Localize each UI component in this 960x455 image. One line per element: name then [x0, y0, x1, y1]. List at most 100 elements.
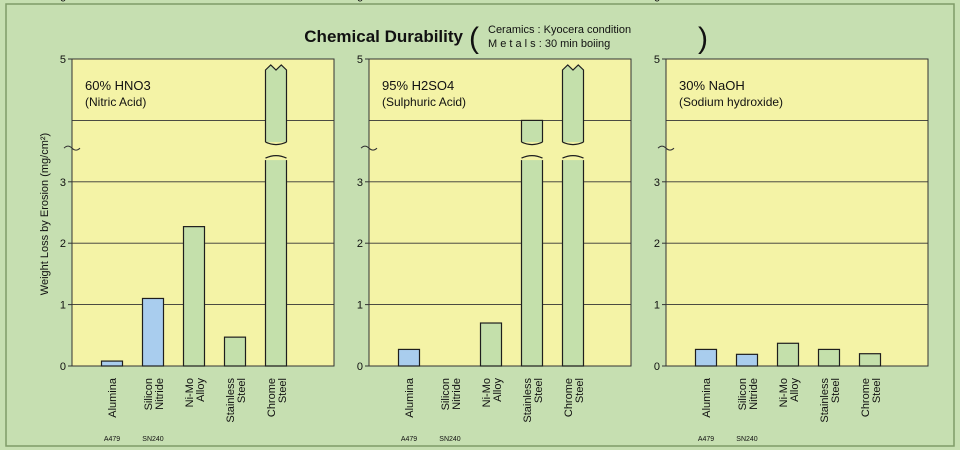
- category-label-line: Steel: [871, 378, 883, 403]
- y-tick-label: 2: [357, 238, 363, 250]
- y-tick-label: 3: [60, 177, 66, 189]
- condition-close-paren: ): [698, 22, 708, 55]
- y-axis-label: Weight Loss by Erosion (mg/cm²): [39, 133, 51, 295]
- category-label: Silicon Nitride: [143, 378, 166, 410]
- category-label: Chrome Steel: [266, 378, 289, 417]
- category-label-line: Stainless: [819, 378, 831, 423]
- bar: [141, 297, 165, 367]
- category-label-line: Steel: [533, 378, 545, 403]
- panel-title-line2: (Sulphuric Acid): [382, 95, 466, 109]
- category-label-line: Chrome: [266, 378, 278, 417]
- y-tick-label: 3: [357, 177, 363, 189]
- bar: [100, 360, 124, 367]
- chart-panel-3: 0 1 2 3 5 6 30% NaOH (Sodium hydroxide) Alumina A…: [654, 0, 929, 443]
- panel-title: 60% HNO3 (Nitric Acid): [85, 78, 151, 109]
- chart-panel-2: 0 1 2 3 5 6 95% H2SO4 (Sulphuric Acid) Alumina A4…: [357, 0, 632, 443]
- panel-title-line2: (Nitric Acid): [85, 95, 146, 109]
- category-label-line: Alumina: [107, 377, 119, 418]
- category-label-line: Steel: [830, 378, 842, 403]
- y-tick-label: 5: [357, 54, 363, 66]
- figure-title: Chemical Durability: [304, 27, 463, 46]
- category-label-line: Ni-Mo: [481, 378, 493, 407]
- category-label-line: Nitride: [154, 378, 166, 410]
- category-label-line: Silicon: [737, 378, 749, 410]
- axis-break-mark: [63, 145, 81, 151]
- category-label-line: Nitride: [748, 378, 760, 410]
- y-tick-label: 1: [60, 300, 66, 312]
- y-tick-label: 0: [60, 361, 66, 373]
- category-label: Stainless Steel: [225, 378, 248, 423]
- bar-break-edge: [562, 141, 584, 146]
- category-label-line: Steel: [277, 378, 289, 403]
- category-grade: SN240: [736, 436, 758, 443]
- panel-title: 30% NaOH (Sodium hydroxide): [679, 78, 783, 109]
- bar: [694, 348, 718, 367]
- category-label: Alumina: [404, 377, 416, 418]
- bar-break-gap: [560, 142, 586, 161]
- panel-title-line1: 30% NaOH: [679, 78, 745, 93]
- chart-panels: 0 1 2 3 5 6 60% HNO3 (Nitric Acid) Alumina A479 Si…: [60, 0, 929, 443]
- category-label-line: Stainless: [522, 378, 534, 423]
- chart-panel-1: 0 1 2 3 5 6 60% HNO3 (Nitric Acid) Alumina A479 Si…: [60, 0, 335, 443]
- y-tick-label: 5: [60, 54, 66, 66]
- category-label-line: Alloy: [789, 378, 801, 402]
- condition-metals: M e t a l s : 30 min boiing: [488, 38, 610, 50]
- y-tick-label: 1: [357, 300, 363, 312]
- category-label: Ni-Mo Alloy: [778, 378, 801, 408]
- category-label: Silicon Nitride: [737, 378, 760, 410]
- axis-break-mark: [657, 145, 675, 151]
- category-label: Stainless Steel: [819, 378, 842, 423]
- bar-break-gap: [519, 142, 545, 161]
- category-label-line: Silicon: [143, 378, 155, 410]
- category-grade: SN240: [142, 436, 164, 443]
- category-label-line: Alumina: [701, 377, 713, 418]
- y-tick-label: 0: [357, 361, 363, 373]
- bar: [735, 353, 759, 367]
- y-tick-label: 6: [357, 0, 363, 5]
- category-grade: A479: [104, 436, 120, 443]
- category-label-line: Ni-Mo: [184, 378, 196, 407]
- y-tick-label: 2: [654, 238, 660, 250]
- category-grade: SN240: [439, 436, 461, 443]
- category-label: Chrome Steel: [563, 378, 586, 417]
- bar: [223, 336, 247, 367]
- category-label-line: Chrome: [860, 378, 872, 417]
- bar-break-edge: [265, 155, 287, 159]
- category-label-line: Alloy: [195, 378, 207, 402]
- category-grade: A479: [698, 436, 714, 443]
- y-tick-label: 6: [654, 0, 660, 5]
- category-label-line: Stainless: [225, 378, 237, 423]
- bar: [858, 353, 882, 367]
- y-tick-label: 5: [654, 54, 660, 66]
- category-label-line: Alloy: [492, 378, 504, 402]
- plot-area: [665, 58, 929, 367]
- category-label: Ni-Mo Alloy: [481, 378, 504, 408]
- bar: [817, 348, 841, 367]
- category-label-line: Silicon: [440, 378, 452, 410]
- category-label-line: Steel: [236, 378, 248, 403]
- bar-break-edge: [562, 155, 584, 159]
- y-tick-label: 1: [654, 300, 660, 312]
- bar: [479, 322, 503, 367]
- category-label-line: Steel: [574, 378, 586, 403]
- category-label: Silicon Nitride: [440, 378, 463, 410]
- bar: [264, 64, 288, 367]
- category-label-line: Alumina: [404, 377, 416, 418]
- category-label-line: Chrome: [563, 378, 575, 417]
- bar: [397, 348, 421, 367]
- panel-title: 95% H2SO4 (Sulphuric Acid): [382, 78, 466, 109]
- figure-frame: [5, 3, 955, 447]
- category-label: Alumina: [107, 377, 119, 418]
- condition-ceramics: Ceramics : Kyocera condition: [488, 24, 631, 36]
- category-label: Chrome Steel: [860, 378, 883, 417]
- figure-header: Chemical Durability ( Ceramics : Kyocera…: [304, 22, 708, 55]
- bar: [520, 119, 544, 367]
- plot-area: [368, 58, 632, 367]
- panel-title-line2: (Sodium hydroxide): [679, 95, 783, 109]
- category-label-line: Ni-Mo: [778, 378, 790, 407]
- bar: [776, 342, 800, 367]
- axis-break-mark: [360, 145, 378, 151]
- panel-title-line1: 95% H2SO4: [382, 78, 454, 93]
